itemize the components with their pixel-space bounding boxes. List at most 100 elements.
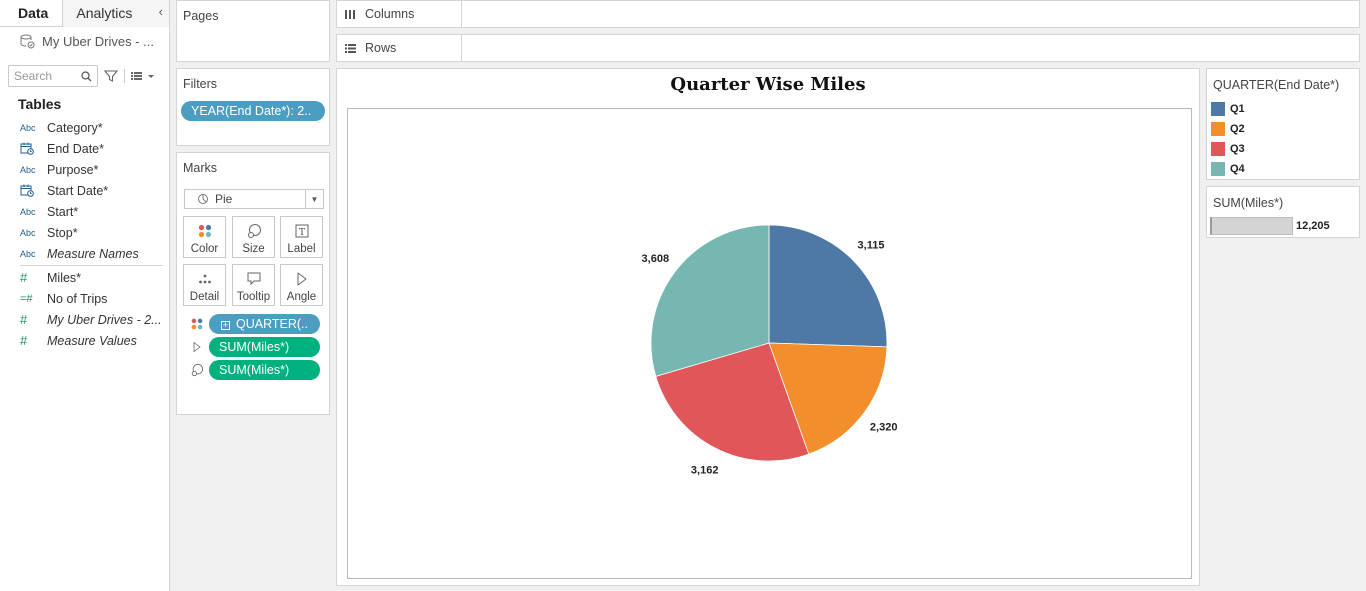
pill-quarter[interactable]: + QUARTER(.. — [209, 314, 320, 334]
pane-tabs: Data Analytics ‹ — [0, 0, 169, 27]
divider — [124, 69, 125, 83]
pill-sum-miles-size[interactable]: SUM(Miles*) — [209, 360, 320, 380]
pill-quarter-label: QUARTER(.. — [236, 317, 308, 331]
tooltip-label: Tooltip — [236, 291, 271, 303]
field-list: Abc Category* End Date* Abc Purpose* Start… — [0, 117, 169, 351]
size-icon — [191, 363, 204, 377]
field-stop[interactable]: Abc Stop* — [20, 225, 78, 240]
chevron-down-icon[interactable]: ▼ — [305, 190, 323, 208]
pie-label-q4: 3,608 — [642, 253, 670, 265]
search-row — [8, 65, 159, 87]
label-button[interactable]: T Label — [280, 216, 323, 258]
field-start[interactable]: Abc Start* — [20, 204, 79, 219]
pie-label-q1: 3,115 — [858, 239, 885, 251]
columns-label-area: Columns — [337, 1, 462, 27]
color-button[interactable]: Color — [183, 216, 226, 258]
field-end-date[interactable]: End Date* — [0, 138, 169, 159]
field-measure-names[interactable]: Abc Measure Names — [20, 246, 139, 261]
data-pane: Data Analytics ‹ My Uber Drives - ... Ta… — [0, 0, 170, 591]
color-icon — [198, 224, 211, 238]
pie-slice-q4[interactable] — [650, 224, 770, 377]
string-type-icon: Abc — [20, 248, 36, 259]
pages-shelf[interactable]: Pages — [176, 0, 330, 62]
field-no-of-trips[interactable]: =# No of Trips — [20, 291, 108, 306]
field-measure-values[interactable]: # Measure Values — [20, 333, 137, 348]
date-type-icon — [20, 184, 47, 197]
size-button[interactable]: Size — [232, 216, 275, 258]
angle-button[interactable]: Angle — [280, 264, 323, 306]
datasource-icon — [20, 34, 35, 49]
size-legend-title: SUM(Miles*) — [1213, 196, 1284, 210]
expand-icon[interactable]: + — [221, 320, 230, 330]
svg-text:T: T — [298, 228, 304, 238]
mark-type-dropdown[interactable]: Pie ▼ — [184, 189, 324, 209]
angle-label: Angle — [286, 291, 317, 303]
string-type-icon: Abc — [20, 122, 36, 133]
size-legend-bar — [1210, 217, 1293, 235]
view-options-icon[interactable] — [130, 68, 156, 84]
tooltip-button[interactable]: Tooltip — [232, 264, 275, 306]
search-box[interactable] — [8, 65, 98, 87]
datasource-item[interactable]: My Uber Drives - ... — [0, 27, 169, 55]
field-table-count[interactable]: # My Uber Drives - 2... — [20, 312, 162, 327]
legend-swatch — [1211, 122, 1225, 136]
search-icon — [81, 70, 92, 81]
legend-title: QUARTER(End Date*) — [1213, 78, 1340, 92]
field-purpose[interactable]: Abc Purpose* — [20, 162, 99, 177]
legend-item-q1[interactable]: Q1 — [1211, 102, 1245, 116]
number-type-icon: # — [20, 312, 28, 327]
filter-icon[interactable] — [103, 68, 119, 84]
mark-field-color: + QUARTER(.. — [189, 314, 320, 334]
legend-swatch — [1211, 102, 1225, 116]
pill-sum-miles-angle[interactable]: SUM(Miles*) — [209, 337, 320, 357]
date-type-icon — [20, 142, 47, 155]
number-type-icon: # — [20, 270, 28, 285]
size-label: Size — [242, 243, 265, 255]
legend-swatch — [1211, 142, 1225, 156]
legend-swatch — [1211, 162, 1225, 176]
angle-icon — [193, 341, 201, 353]
field-miles[interactable]: # Miles* — [20, 270, 82, 285]
size-legend: SUM(Miles*) 12,205 — [1206, 186, 1360, 238]
calculated-number-icon: =# — [20, 292, 33, 305]
marks-card: Marks Pie ▼ Color Size T Label Detail To… — [176, 152, 330, 415]
columns-shelf[interactable]: Columns — [336, 0, 1360, 28]
search-input[interactable] — [14, 69, 80, 83]
color-label: Color — [190, 243, 219, 255]
number-type-icon: # — [20, 333, 28, 348]
worksheet: Quarter Wise Miles 3,115 2,320 3,162 3,608 — [336, 68, 1200, 586]
tab-data[interactable]: Data — [0, 0, 64, 27]
pie-chart: 3,115 2,320 3,162 3,608 — [642, 224, 898, 477]
rows-shelf[interactable]: Rows — [336, 34, 1360, 62]
sheet-title: Quarter Wise Miles — [670, 74, 866, 95]
tab-analytics[interactable]: Analytics — [63, 0, 169, 27]
pie-mark-icon — [198, 194, 208, 204]
tooltip-icon — [247, 272, 260, 286]
collapse-pane-icon[interactable]: ‹ — [158, 4, 163, 19]
pie-label-q3: 3,162 — [691, 465, 719, 477]
mark-field-size: SUM(Miles*) — [189, 360, 320, 380]
pie-slice-q1[interactable] — [768, 224, 888, 348]
legend-item-q3[interactable]: Q3 — [1211, 142, 1245, 156]
pie-label-q2: 2,320 — [870, 422, 898, 434]
size-legend-value: 12,205 — [1296, 220, 1330, 232]
detail-button[interactable]: Detail — [183, 264, 226, 306]
filter-pill-year[interactable]: YEAR(End Date*): 2.. — [181, 101, 325, 121]
plot-area[interactable]: 3,115 2,320 3,162 3,608 — [347, 108, 1192, 579]
pages-title: Pages — [183, 9, 219, 23]
marks-title: Marks — [183, 161, 218, 175]
string-type-icon: Abc — [20, 164, 36, 175]
rows-icon — [345, 44, 356, 53]
field-start-date[interactable]: Start Date* — [0, 180, 169, 201]
legend-item-q2[interactable]: Q2 — [1211, 122, 1245, 136]
filters-title: Filters — [183, 77, 218, 91]
color-icon — [191, 318, 203, 330]
detail-label: Detail — [189, 291, 220, 303]
field-category[interactable]: Abc Category* — [20, 120, 103, 135]
detail-icon — [198, 274, 211, 284]
pie-slice-q2[interactable] — [768, 342, 888, 455]
rows-label-area: Rows — [337, 35, 462, 61]
filters-shelf[interactable]: Filters YEAR(End Date*): 2.. — [176, 68, 330, 146]
legend-item-q4[interactable]: Q4 — [1211, 162, 1245, 176]
pie-slice-q3[interactable] — [655, 342, 810, 462]
